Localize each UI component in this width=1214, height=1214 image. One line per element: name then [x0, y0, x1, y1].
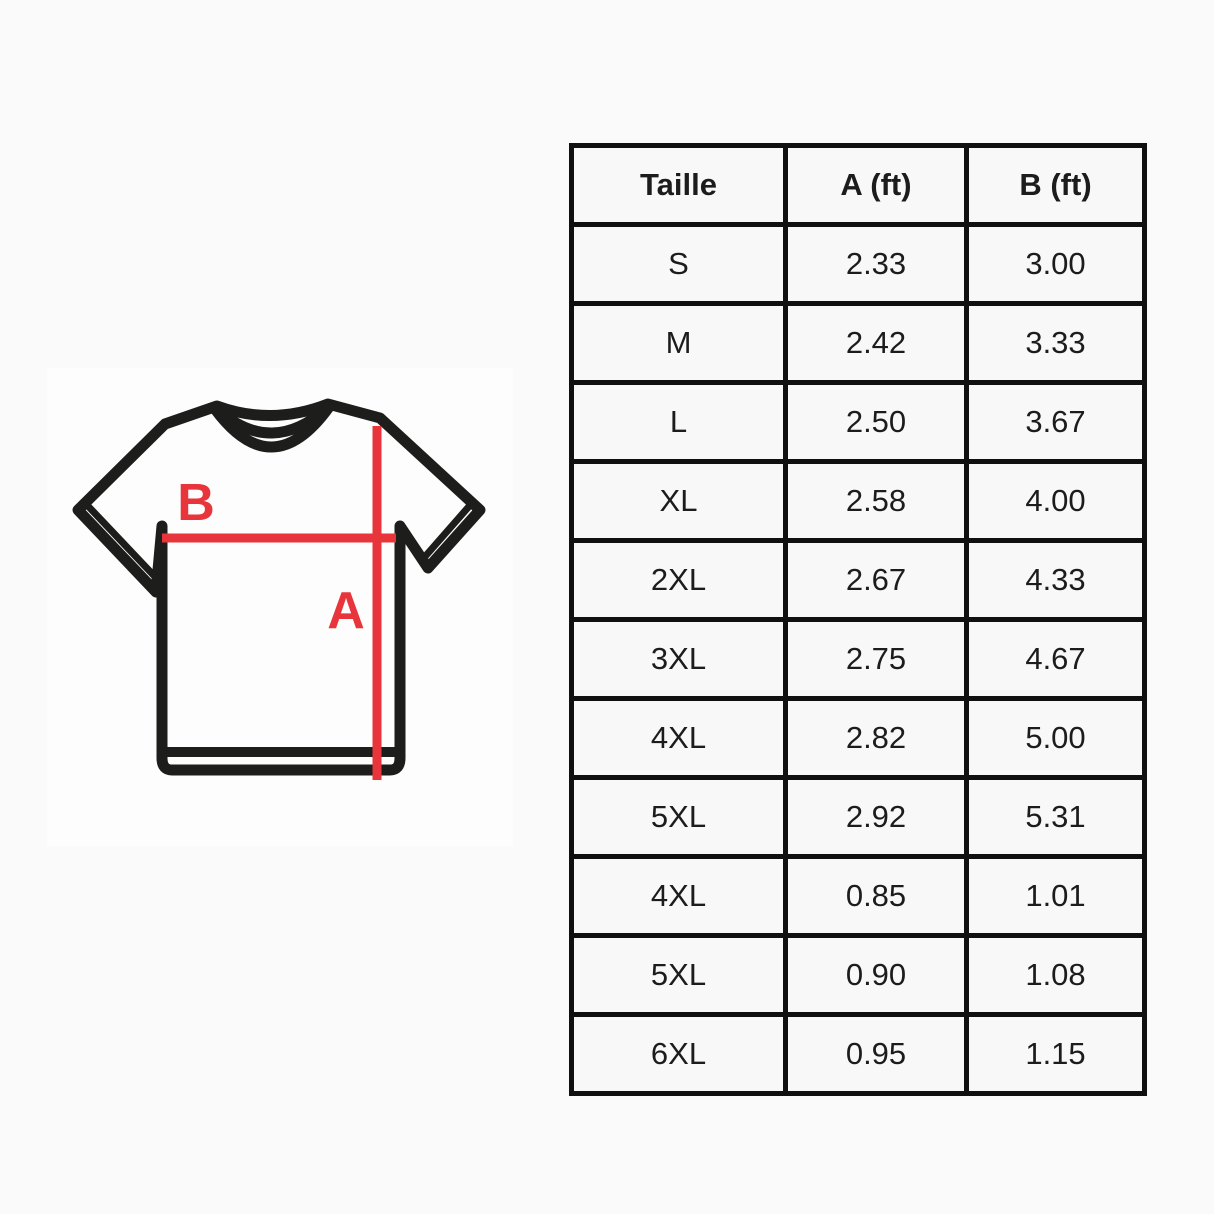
b-cell: 1.01	[964, 854, 1147, 938]
header-a-ft: A (ft)	[783, 143, 969, 227]
table-row: XL 2.58 4.00	[569, 459, 1147, 543]
a-cell: 0.85	[783, 854, 969, 938]
size-cell: 3XL	[569, 617, 788, 701]
size-chart-table: Taille A (ft) B (ft) S 2.33 3.00 M 2.42 …	[569, 143, 1147, 1096]
size-cell: M	[569, 301, 788, 385]
b-cell: 3.00	[964, 222, 1147, 306]
collar-deep-arc	[209, 401, 335, 453]
a-cell: 0.95	[783, 1012, 969, 1096]
table-row: 4XL 2.82 5.00	[569, 696, 1147, 780]
right-cuff-seam	[418, 499, 476, 564]
b-cell: 5.31	[964, 775, 1147, 859]
table-row: 6XL 0.95 1.15	[569, 1012, 1147, 1096]
measure-label-a: A	[327, 582, 365, 640]
size-cell: 5XL	[569, 933, 788, 1017]
a-cell: 2.82	[783, 696, 969, 780]
measure-label-b: B	[177, 474, 215, 532]
size-cell: 5XL	[569, 775, 788, 859]
b-cell: 4.33	[964, 538, 1147, 622]
table-row: 2XL 2.67 4.33	[569, 538, 1147, 622]
a-cell: 2.58	[783, 459, 969, 543]
a-cell: 2.33	[783, 222, 969, 306]
table-row: 5XL 0.90 1.08	[569, 933, 1147, 1017]
size-cell: L	[569, 380, 788, 464]
size-cell: XL	[569, 459, 788, 543]
a-cell: 0.90	[783, 933, 969, 1017]
table-row: M 2.42 3.33	[569, 301, 1147, 385]
b-cell: 3.67	[964, 380, 1147, 464]
size-cell: 6XL	[569, 1012, 788, 1096]
a-cell: 2.67	[783, 538, 969, 622]
tshirt-outline	[72, 398, 486, 776]
size-cell: 4XL	[569, 696, 788, 780]
a-cell: 2.42	[783, 301, 969, 385]
b-cell: 3.33	[964, 301, 1147, 385]
tshirt-measurement-icon: B A	[72, 398, 486, 780]
table-row: S 2.33 3.00	[569, 222, 1147, 306]
table-row: 3XL 2.75 4.67	[569, 617, 1147, 701]
header-taille: Taille	[569, 143, 788, 227]
b-cell: 1.08	[964, 933, 1147, 1017]
size-cell: 2XL	[569, 538, 788, 622]
table-row: 5XL 2.92 5.31	[569, 775, 1147, 859]
b-cell: 5.00	[964, 696, 1147, 780]
a-cell: 2.75	[783, 617, 969, 701]
header-b-ft: B (ft)	[964, 143, 1147, 227]
b-cell: 4.67	[964, 617, 1147, 701]
table-row: 4XL 0.85 1.01	[569, 854, 1147, 938]
tshirt-diagram-panel: B A	[47, 368, 513, 846]
left-cuff-seam	[83, 501, 164, 586]
size-cell: 4XL	[569, 854, 788, 938]
size-cell: S	[569, 222, 788, 306]
a-cell: 2.92	[783, 775, 969, 859]
a-cell: 2.50	[783, 380, 969, 464]
table-header-row: Taille A (ft) B (ft)	[569, 143, 1147, 227]
b-cell: 1.15	[964, 1012, 1147, 1096]
b-cell: 4.00	[964, 459, 1147, 543]
table-row: L 2.50 3.67	[569, 380, 1147, 464]
